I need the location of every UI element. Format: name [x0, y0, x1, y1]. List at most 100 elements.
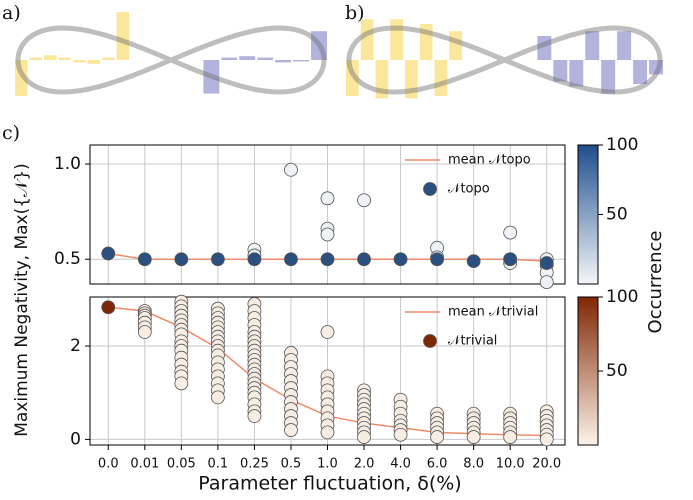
bar [102, 57, 115, 60]
x-tick-label: 0.25 [240, 457, 269, 472]
point [539, 256, 554, 270]
panel-label: a) [2, 2, 21, 24]
bar [649, 60, 663, 75]
point [539, 432, 554, 447]
point [284, 252, 298, 267]
point [430, 252, 445, 267]
bar [257, 57, 274, 60]
bar [390, 19, 404, 60]
plot-frame [89, 144, 566, 285]
point [284, 162, 298, 177]
x-tick-label: 0.1 [208, 457, 229, 472]
panel-label: c) [2, 122, 20, 144]
bar [601, 60, 616, 94]
point [247, 252, 262, 267]
colorbar [577, 144, 599, 285]
bar [87, 60, 101, 64]
point [320, 325, 335, 339]
point [393, 252, 408, 267]
legend-label: 𝒩trivial [448, 334, 497, 349]
colorbar-tick-label: 100 [606, 135, 638, 155]
x-tick-label: 4.0 [390, 457, 411, 472]
bar [585, 31, 600, 60]
x-tick-label: 6.0 [427, 457, 448, 472]
bar [29, 57, 43, 60]
point [137, 325, 152, 339]
point [174, 376, 189, 391]
colorbar-tick-label: 50 [606, 205, 628, 225]
bar [449, 31, 463, 60]
point [101, 246, 116, 261]
bar [58, 57, 72, 60]
loop [15, 25, 327, 95]
bar [434, 60, 448, 96]
bar [360, 19, 374, 60]
y-tick-label: 2 [70, 336, 81, 356]
y-tick-label: 0.5 [54, 249, 81, 269]
legend-label: mean 𝒩trivial [448, 305, 538, 320]
colorbar [577, 296, 599, 446]
point [466, 430, 481, 444]
point [503, 430, 518, 444]
bar [633, 60, 648, 84]
legend-label: mean 𝒩topo [448, 153, 531, 168]
point [320, 252, 335, 267]
loop [346, 25, 663, 95]
point [284, 423, 298, 437]
point [503, 225, 518, 240]
bar [275, 60, 292, 63]
point [101, 300, 116, 315]
bar [346, 60, 359, 96]
point [466, 254, 481, 269]
bar [73, 60, 86, 63]
panel-label: b) [345, 2, 365, 24]
point [320, 227, 335, 242]
bar [553, 60, 568, 82]
colorbar-tick-label: 100 [606, 287, 638, 307]
bar [15, 60, 28, 96]
x-tick-label: 0.5 [281, 457, 302, 472]
bar [569, 60, 584, 87]
x-tick-label: 2.0 [354, 457, 375, 472]
x-tick-label: 8.0 [463, 457, 484, 472]
bar [116, 12, 130, 60]
bar [617, 31, 632, 60]
point [320, 191, 335, 206]
point [503, 252, 518, 267]
colorbar-label: Occurrence [645, 231, 666, 334]
point [430, 430, 445, 444]
point [357, 193, 371, 208]
x-axis-label: Parameter fluctuation, δ(%) [198, 473, 461, 495]
x-tick-label: 0.0 [98, 457, 119, 472]
bar [203, 60, 220, 94]
point [210, 390, 225, 405]
y-tick-label: 0 [70, 429, 81, 449]
x-tick-label: 0.05 [167, 457, 196, 472]
bar [239, 56, 256, 60]
x-tick-label: 20.0 [532, 457, 561, 472]
point [320, 425, 335, 440]
point [174, 252, 189, 267]
x-tick-label: 10.0 [496, 457, 525, 472]
y-tick-label: 1.0 [54, 154, 81, 174]
x-tick-label: 0.01 [130, 457, 159, 472]
point [393, 427, 408, 442]
colorbar-tick-label: 50 [606, 361, 628, 381]
point [137, 252, 152, 267]
point [247, 409, 262, 423]
point [357, 252, 371, 267]
bar [221, 57, 238, 60]
point [539, 275, 554, 289]
legend-label: 𝒩topo [448, 182, 490, 197]
legend-key [423, 182, 437, 196]
bar [375, 60, 389, 99]
legend-key [423, 334, 437, 348]
bar [537, 36, 552, 60]
bar [44, 55, 57, 60]
bar [293, 60, 310, 62]
y-axis-label: Maximum Negativity, Max({𝒩}) [12, 163, 32, 437]
bar [311, 31, 327, 60]
point [357, 430, 371, 444]
bar [419, 24, 433, 60]
